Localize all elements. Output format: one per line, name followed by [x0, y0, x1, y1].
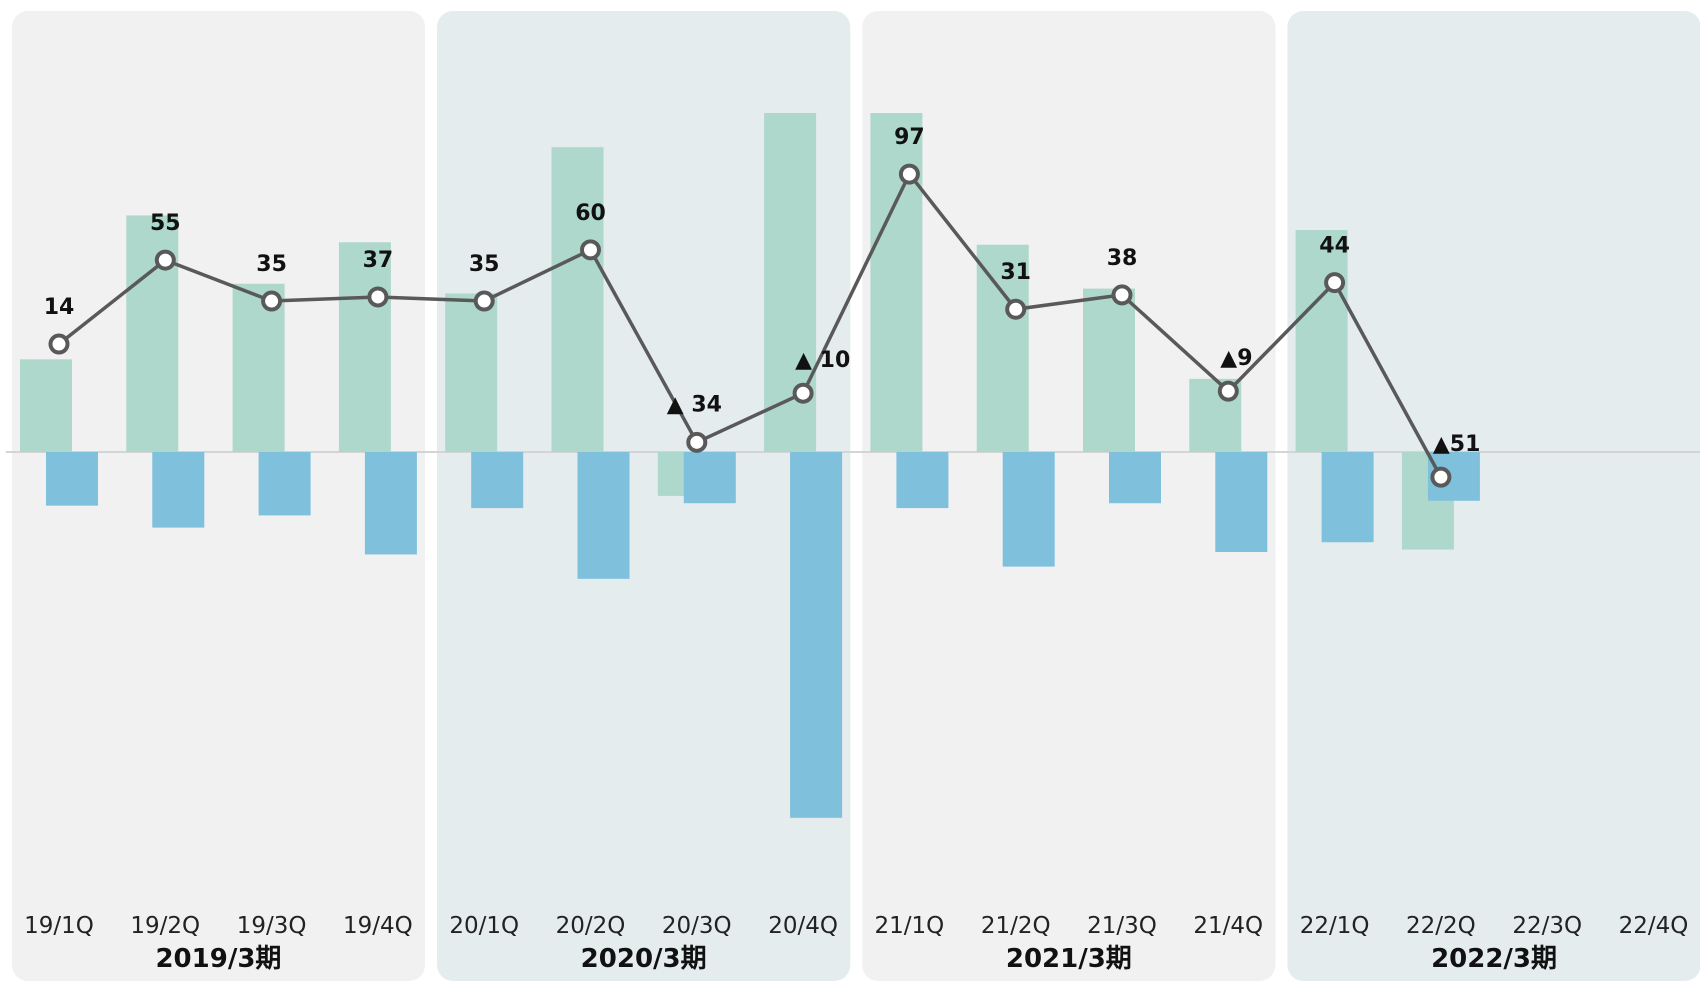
line-data-label: 31	[1000, 260, 1031, 285]
bar-series-1	[126, 215, 179, 452]
x-tick-label: 22/3Q	[1512, 913, 1582, 939]
line-point-marker	[580, 239, 601, 261]
bar-series-2	[1215, 452, 1268, 552]
line-point-marker	[686, 431, 708, 453]
x-tick-label: 19/1Q	[24, 913, 94, 939]
line-point-marker	[154, 249, 176, 271]
x-axis-labels: 2019/3期 2020/3期 2021/3期 2022/3期 19/1Q 19/2Q 19…	[24, 913, 1688, 974]
line-data-label: 35	[256, 252, 287, 277]
data-labels: 14 55 35 37 35 60 ▲ 34 ▲ 10 97 31 38 ▲9 44 ▲51	[44, 125, 1481, 457]
fiscal-period-label: 2020/3期	[581, 944, 707, 974]
bar-series-1	[445, 293, 498, 452]
x-tick-label: 21/2Q	[981, 913, 1051, 939]
x-tick-label: 19/2Q	[130, 913, 200, 939]
x-tick-label: 21/1Q	[875, 913, 945, 939]
line-point-marker	[1430, 466, 1452, 488]
line-point-marker	[367, 286, 389, 308]
bar-series-1	[1295, 230, 1348, 452]
fiscal-period-label: 2022/3期	[1431, 944, 1557, 974]
line-data-label: 37	[363, 248, 394, 273]
x-tick-label: 19/4Q	[343, 913, 413, 939]
line-series	[48, 163, 1452, 488]
x-tick-label: 20/3Q	[662, 913, 732, 939]
line-data-label: 55	[150, 211, 181, 236]
line-data-label: 97	[894, 125, 925, 150]
fiscal-period-panel	[1287, 11, 1700, 981]
x-tick-label: 20/1Q	[449, 913, 519, 939]
bar-series-2	[471, 452, 524, 509]
line-path	[57, 172, 1443, 478]
line-point-marker	[1324, 272, 1346, 294]
x-tick-label: 20/2Q	[556, 913, 626, 939]
line-data-label: ▲ 34	[667, 392, 722, 417]
fiscal-period-backgrounds	[11, 11, 1700, 981]
line-point-marker	[261, 290, 283, 312]
bar-series-2	[1002, 452, 1055, 567]
line-point-marker	[48, 333, 70, 355]
line-data-label: 14	[44, 295, 75, 320]
x-tick-label: 21/3Q	[1087, 913, 1157, 939]
x-tick-label: 22/4Q	[1619, 913, 1689, 939]
bar-series-1	[551, 147, 604, 452]
fiscal-period-panel	[11, 11, 426, 981]
line-point-marker	[1217, 380, 1239, 402]
bar-series-2	[46, 452, 98, 506]
bar-series-2	[683, 452, 736, 504]
line-data-label: 35	[469, 252, 500, 277]
line-data-label: 60	[575, 201, 606, 226]
bar-series-1	[232, 283, 285, 452]
bar-series	[20, 113, 1480, 818]
fiscal-period-panel	[437, 11, 851, 981]
line-data-label: 38	[1107, 246, 1138, 271]
bar-series-2	[152, 452, 205, 528]
line-point-marker	[792, 382, 814, 404]
bar-series-2	[364, 452, 417, 555]
x-tick-label: 22/1Q	[1300, 913, 1370, 939]
line-point-marker	[1111, 284, 1133, 306]
bar-series-1	[1083, 288, 1135, 452]
x-tick-label: 19/3Q	[237, 913, 307, 939]
fiscal-period-label: 2021/3期	[1006, 944, 1132, 974]
line-data-label: ▲9	[1220, 346, 1252, 371]
line-point-marker	[898, 163, 920, 185]
line-point-marker	[1005, 298, 1027, 320]
bar-series-2	[258, 452, 311, 516]
x-tick-label: 20/4Q	[768, 913, 838, 939]
bar-series-2	[790, 452, 843, 818]
x-tick-label: 21/4Q	[1193, 913, 1263, 939]
bar-series-2	[1109, 452, 1161, 504]
bar-series-2	[896, 452, 949, 509]
line-data-label: ▲51	[1433, 432, 1481, 457]
bar-series-1	[870, 113, 923, 452]
line-point-marker	[473, 290, 495, 312]
line-data-label: ▲ 10	[795, 348, 850, 373]
line-data-label: 44	[1319, 234, 1350, 259]
fiscal-period-panel	[862, 11, 1276, 981]
bar-series-2	[1321, 452, 1374, 543]
bar-series-1	[976, 244, 1029, 452]
bar-series-1	[338, 242, 391, 452]
bar-series-2	[577, 452, 630, 579]
fiscal-period-label: 2019/3期	[155, 944, 281, 974]
x-tick-label: 22/2Q	[1406, 913, 1476, 939]
bar-series-1	[20, 359, 72, 452]
